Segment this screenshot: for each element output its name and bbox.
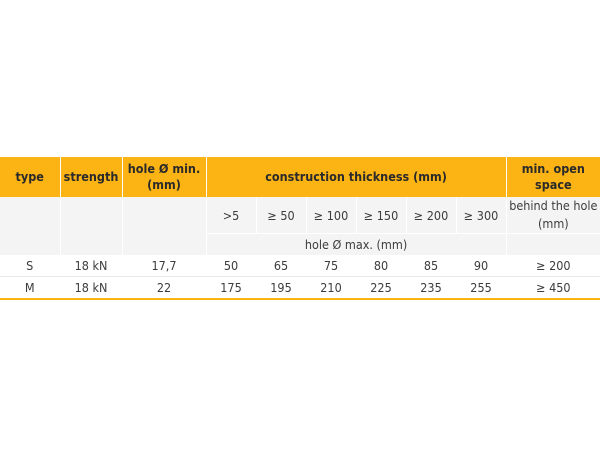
cell-strength: 18 kN <box>60 255 123 277</box>
cell-hole-max: 90 <box>456 255 507 277</box>
thickness-col-label: ≥ 50 <box>256 197 307 234</box>
cell-type: S <box>0 255 61 277</box>
cell-hole-max: 175 <box>206 276 257 300</box>
cell-hole-max: 75 <box>306 255 357 277</box>
subheader-row-hole-max: hole Ø max. (mm) <box>0 233 600 255</box>
table-row: S 18 kN 17,7 50 65 75 80 85 90 ≥ 200 <box>0 255 600 277</box>
header-hole-min: hole Ø min. (mm) <box>122 157 207 197</box>
thickness-col-label: ≥ 200 <box>406 197 457 234</box>
cell-hole-max: 50 <box>206 255 257 277</box>
spec-table: type strength hole Ø min. (mm) construct… <box>0 157 600 300</box>
subheader-blank-type <box>0 197 61 255</box>
cell-hole-max: 210 <box>306 276 357 300</box>
thickness-col-label: ≥ 100 <box>306 197 357 234</box>
thickness-col-label: >5 <box>206 197 257 234</box>
cell-hole-max: 65 <box>256 255 307 277</box>
subheader-blank-strength <box>60 197 123 255</box>
cell-hole-max: 80 <box>356 255 407 277</box>
cell-hole-max: 195 <box>256 276 307 300</box>
header-row: type strength hole Ø min. (mm) construct… <box>0 157 600 197</box>
cell-hole-max: 85 <box>406 255 457 277</box>
header-construction-thickness: construction thickness (mm) <box>206 157 507 197</box>
cell-hole-max: 225 <box>356 276 407 300</box>
header-strength: strength <box>60 157 123 197</box>
cell-strength: 18 kN <box>60 276 123 300</box>
cell-hole-max: 255 <box>456 276 507 300</box>
cell-type: M <box>0 276 61 300</box>
behind-hole-label: behind the hole (mm) <box>506 197 600 234</box>
cell-hole-max: 235 <box>406 276 457 300</box>
cell-open-space: ≥ 200 <box>506 255 600 277</box>
subheader-row-thickness: >5 ≥ 50 ≥ 100 ≥ 150 ≥ 200 ≥ 300 behind t… <box>0 197 600 255</box>
cell-hole-min: 22 <box>122 276 207 300</box>
cell-open-space: ≥ 450 <box>506 276 600 300</box>
table-row: M 18 kN 22 175 195 210 225 235 255 ≥ 450 <box>0 276 600 300</box>
thickness-col-label: ≥ 300 <box>456 197 507 234</box>
subheader-blank-open-space <box>506 233 600 255</box>
cell-hole-min: 17,7 <box>122 255 207 277</box>
thickness-col-label: ≥ 150 <box>356 197 407 234</box>
header-min-open-space: min. open space <box>506 157 600 197</box>
header-type: type <box>0 157 61 197</box>
subheader-blank-hole-min <box>122 197 207 255</box>
hole-max-label: hole Ø max. (mm) <box>206 233 507 255</box>
